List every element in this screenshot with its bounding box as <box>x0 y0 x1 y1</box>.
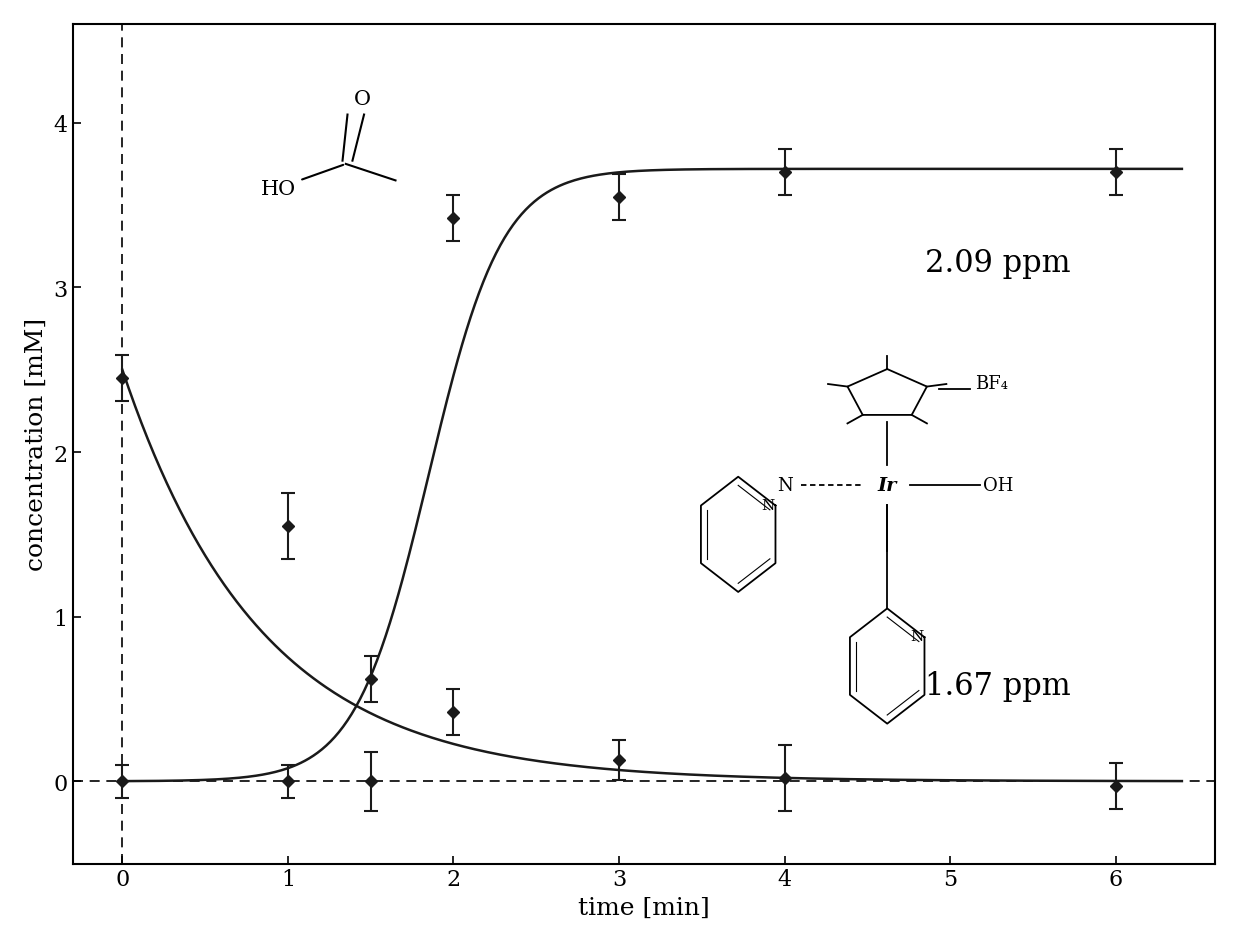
Text: N: N <box>777 477 792 495</box>
Text: O: O <box>353 90 371 109</box>
Text: OH: OH <box>983 477 1013 495</box>
Y-axis label: concentration [mM]: concentration [mM] <box>25 318 48 571</box>
Text: 2.09 ppm: 2.09 ppm <box>925 248 1071 278</box>
Text: 1.67 ppm: 1.67 ppm <box>925 670 1071 701</box>
Text: N: N <box>761 498 775 513</box>
Text: BF₄: BF₄ <box>975 375 1008 393</box>
X-axis label: time [min]: time [min] <box>578 896 709 919</box>
Text: Ir: Ir <box>878 477 897 495</box>
Text: HO: HO <box>262 180 296 199</box>
Text: N: N <box>910 630 924 644</box>
